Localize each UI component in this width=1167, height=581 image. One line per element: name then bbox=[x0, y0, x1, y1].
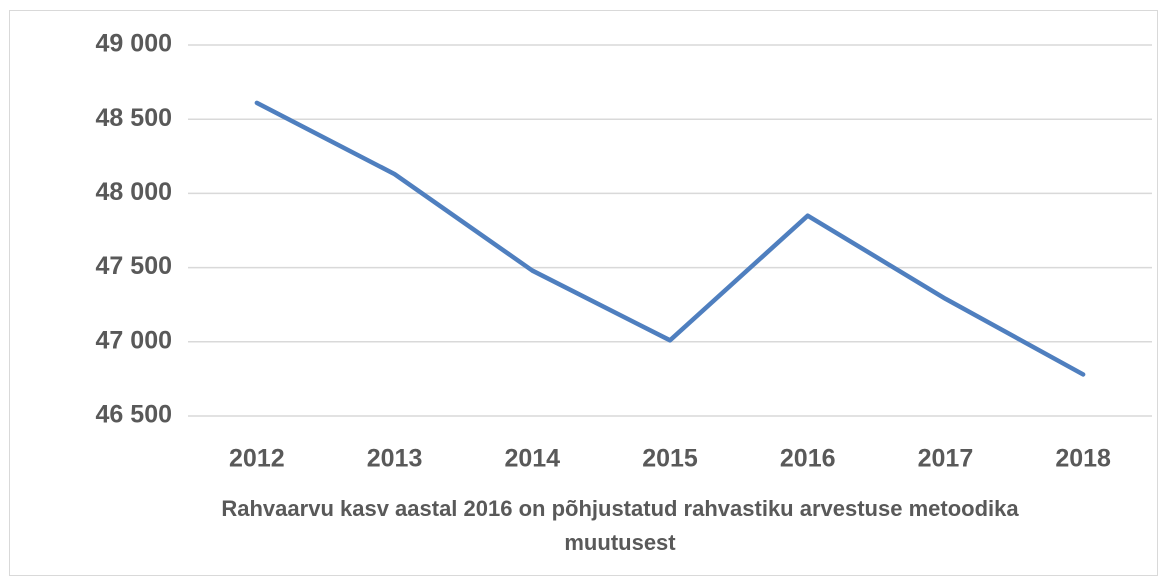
y-tick-label: 47 000 bbox=[96, 326, 172, 354]
x-tick-label: 2014 bbox=[504, 445, 560, 473]
x-tick-label: 2012 bbox=[229, 445, 285, 473]
x-tick-label: 2016 bbox=[780, 445, 836, 473]
y-tick-label: 46 500 bbox=[96, 401, 172, 429]
x-tick-label: 2015 bbox=[642, 445, 698, 473]
y-tick-label: 48 000 bbox=[96, 178, 172, 206]
y-tick-label: 48 500 bbox=[96, 104, 172, 132]
x-tick-label: 2017 bbox=[918, 445, 974, 473]
data-line bbox=[254, 100, 1086, 377]
chart-border bbox=[9, 10, 1158, 576]
y-tick-label: 47 500 bbox=[96, 252, 172, 280]
x-tick-label: 2013 bbox=[367, 445, 423, 473]
x-axis-title: Rahvaarvu kasv aastal 2016 on põhjustatu… bbox=[221, 496, 1019, 555]
y-tick-label: 49 000 bbox=[96, 30, 172, 58]
x-tick-label: 2018 bbox=[1055, 445, 1111, 473]
